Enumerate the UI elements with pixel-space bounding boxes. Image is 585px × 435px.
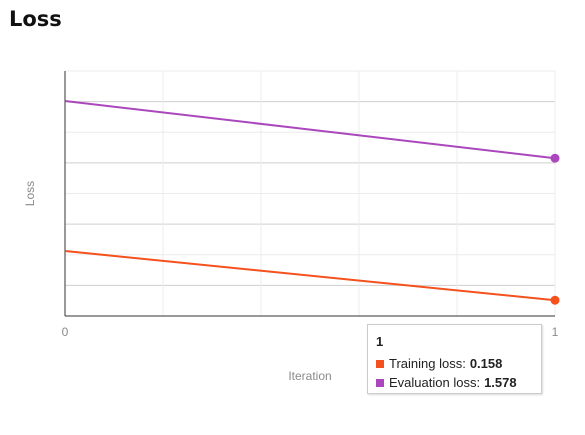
evaluation-loss-line [64,100,556,160]
chart-title: Loss [9,7,62,31]
tooltip-evaluation-value: 1.578 [484,375,517,390]
training-swatch [376,359,384,368]
tooltip-title: 1 [376,334,384,349]
data-tooltip: 1 Training loss: 0.158 Evaluation loss: … [367,324,542,394]
x-tick-label: 0 [62,325,69,339]
training-loss-line [64,250,556,302]
tooltip-training-label: Training loss: [389,356,466,371]
x-axis-title: Iteration [288,369,331,383]
tooltip-training-value: 0.158 [469,356,503,371]
evaluation-loss-point [550,153,560,163]
evaluation-swatch [376,378,384,387]
tooltip-evaluation-label: Evaluation loss: [389,375,481,390]
training-loss-point [550,295,560,305]
tooltip-row-training: Training loss: 0.158 [376,354,541,373]
x-tick-label: 1 [552,325,559,339]
tooltip-row-evaluation: Evaluation loss: 1.578 [376,373,541,392]
y-axis-title: Loss [23,181,37,206]
